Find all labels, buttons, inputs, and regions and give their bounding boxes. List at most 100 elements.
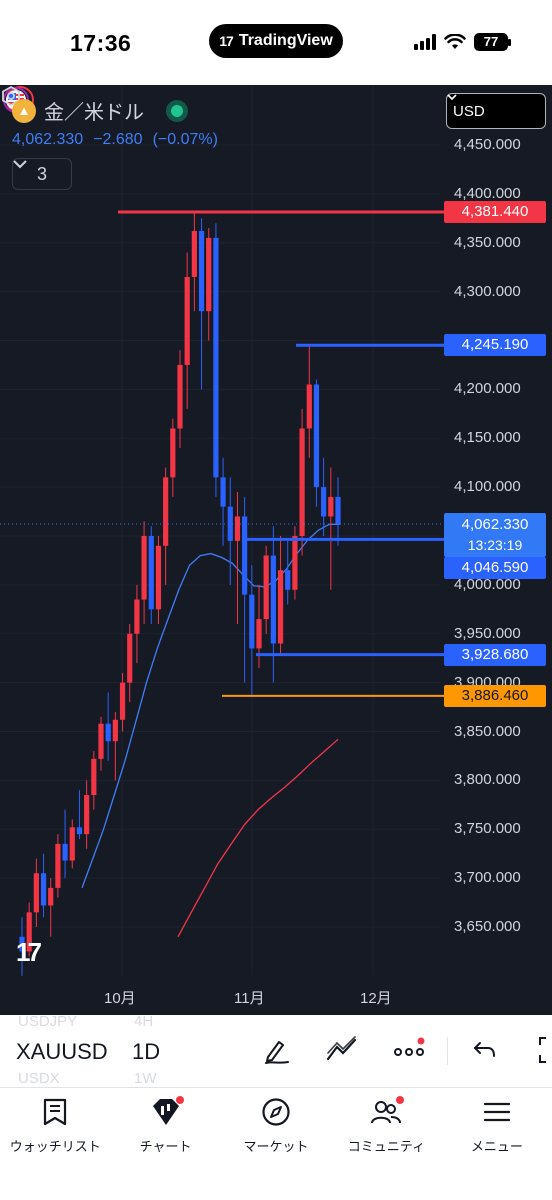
- interval-selector[interactable]: 1D: [132, 1039, 161, 1064]
- candle-body: [155, 545, 162, 610]
- nav-chart[interactable]: チャート: [110, 1088, 220, 1200]
- price-axis-label: 4,300.000: [454, 282, 521, 300]
- app-pill[interactable]: 17 TradingView: [209, 24, 343, 58]
- symbol-header[interactable]: ▲ 金／米ドル: [12, 96, 188, 125]
- price-axis-label: 4,150.000: [454, 429, 521, 447]
- price-axis-label: 3,650.000: [454, 918, 521, 935]
- price-tag-last: 4,062.330 13:23:19: [444, 512, 546, 557]
- fullscreen-button[interactable]: [530, 1033, 552, 1067]
- candle-body: [299, 428, 305, 536]
- chevron-down-icon: [13, 160, 27, 169]
- candle-body: [306, 384, 312, 429]
- ghost-interval: 1W: [134, 1070, 157, 1087]
- nav-label: ウォッチリスト: [9, 1139, 101, 1154]
- candle-body: [198, 231, 205, 312]
- price-axis-label: 3,950.000: [454, 624, 521, 642]
- candle-body: [26, 912, 32, 952]
- pen-icon: [265, 1041, 289, 1064]
- nav-menu[interactable]: メニュー: [442, 1088, 552, 1200]
- candle-body: [206, 237, 212, 312]
- price-axis-label: 3,700.000: [454, 869, 521, 887]
- candle-body: [105, 723, 111, 742]
- nav-label: マーケット: [243, 1139, 309, 1154]
- nav-community[interactable]: コミュニティ: [331, 1088, 441, 1200]
- candle-body: [84, 795, 90, 835]
- undo-button[interactable]: [467, 1033, 503, 1067]
- tradingview-watermark-icon: 17: [16, 937, 42, 967]
- candle-body: [119, 682, 126, 720]
- candle-body: [170, 428, 176, 478]
- price-axis-label: 4,450.000: [454, 136, 521, 153]
- symbol-name: 金／米ドル: [44, 102, 144, 124]
- currency-value: USD: [453, 102, 485, 120]
- ghost-ticker: USDJPY: [18, 1013, 78, 1030]
- candle-body: [220, 477, 226, 507]
- candle-body: [141, 536, 147, 600]
- candle-body: [163, 477, 169, 546]
- price-axis-label: 4,350.000: [454, 233, 521, 251]
- price-chart[interactable]: [0, 85, 552, 1015]
- candle-body: [242, 516, 248, 595]
- candle-body: [313, 384, 320, 488]
- price-change-pct: (−0.07%): [152, 131, 218, 148]
- candle-body: [91, 758, 97, 796]
- candle-body: [191, 231, 197, 277]
- candle-body: [335, 496, 341, 525]
- candle-body: [328, 496, 334, 517]
- app-pill-label: TradingView: [238, 32, 333, 49]
- watchlist-icon: [39, 1096, 71, 1128]
- community-icon: [370, 1096, 405, 1128]
- price-axis-label: 4,100.000: [454, 478, 521, 496]
- chart-icon: [150, 1096, 184, 1128]
- candle-body: [227, 506, 233, 541]
- nav-label: コミュニティ: [347, 1139, 426, 1154]
- candle-body: [19, 936, 25, 952]
- candle-body: [148, 536, 154, 610]
- time-axis-label: 11月: [234, 990, 265, 1007]
- moving-average-slow: [177, 738, 339, 938]
- candle-body: [98, 723, 104, 759]
- candle-body: [256, 619, 262, 649]
- candle-body: [40, 873, 47, 906]
- chart-toolbar: USDJPY 4H USDX 1W XAUUSD 1D: [0, 1013, 552, 1087]
- chart-area[interactable]: ▲ 金／米ドル 4,062.330 −2.680 (−0.07%) 3 USD …: [0, 85, 552, 1015]
- drawing-tool-button[interactable]: [259, 1033, 295, 1067]
- more-button[interactable]: [391, 1033, 427, 1067]
- bar-countdown: 13:23:19: [467, 536, 523, 553]
- nav-watchlist[interactable]: ウォッチリスト: [0, 1088, 110, 1200]
- time-axis-label: 12月: [360, 990, 392, 1007]
- price-axis-label: 4,000.000: [454, 575, 521, 593]
- currency-select[interactable]: USD: [446, 93, 546, 129]
- compass-icon: [260, 1096, 292, 1128]
- candle-body: [270, 555, 276, 644]
- price-tag-low: 3,886.460: [444, 684, 546, 707]
- last-price: 4,062.330: [12, 131, 84, 148]
- price-tag-resistance: 4,245.190: [444, 334, 546, 357]
- indicators-button[interactable]: [324, 1033, 360, 1067]
- toolbar-divider: [447, 1037, 448, 1065]
- time-axis-label: 10月: [104, 990, 136, 1007]
- more-icon: [394, 1037, 425, 1056]
- candle-body: [285, 570, 291, 590]
- undo-icon: [473, 1042, 495, 1057]
- signal-icon: [414, 34, 436, 50]
- indicators-toggle-button[interactable]: 3: [12, 158, 72, 190]
- fullscreen-icon: [539, 1037, 546, 1063]
- tradingview-logo-icon: 17: [219, 33, 234, 49]
- status-icons: 77: [414, 33, 511, 51]
- nav-markets[interactable]: マーケット: [221, 1088, 331, 1200]
- candle-body: [234, 516, 241, 541]
- candle-body: [134, 599, 140, 634]
- indicators-icon: [326, 1036, 357, 1061]
- candle-body: [76, 827, 83, 835]
- indicator-count: 3: [36, 163, 47, 184]
- symbol-selector[interactable]: XAUUSD: [16, 1039, 108, 1064]
- nav-label: チャート: [139, 1139, 192, 1154]
- candle-body: [292, 536, 298, 590]
- menu-icon: [481, 1096, 513, 1128]
- chart-settings-icon[interactable]: [0, 85, 22, 107]
- bottom-nav: ウォッチリスト チャート マーケット: [0, 1088, 552, 1200]
- candle-body: [321, 487, 327, 517]
- gold-coin-icon: ▲: [12, 98, 36, 123]
- candle-body: [127, 633, 133, 683]
